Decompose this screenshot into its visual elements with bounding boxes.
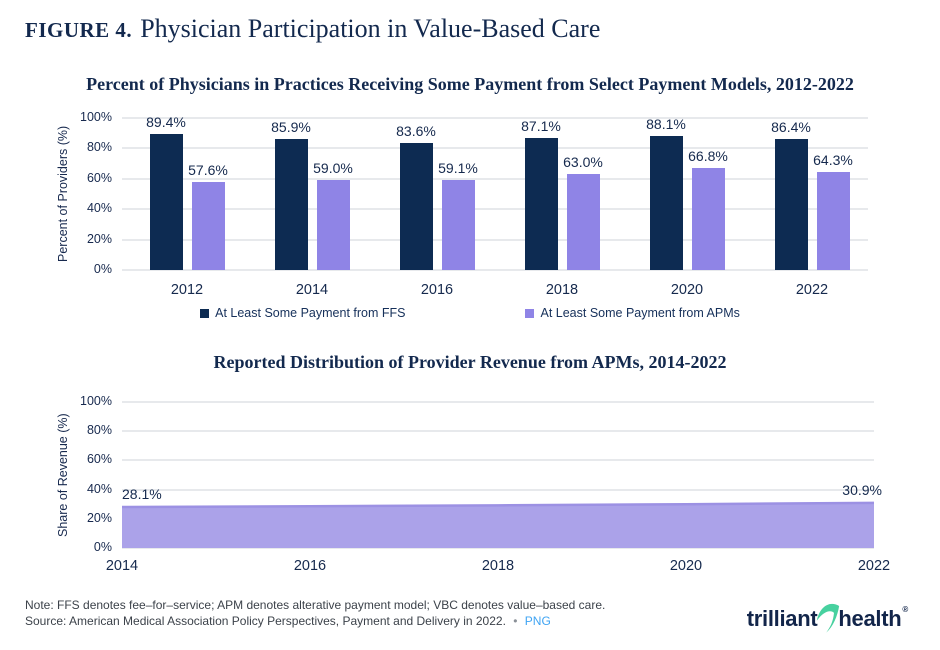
footnote: Note: FFS denotes fee–for–service; APM d… (25, 597, 605, 629)
gridline (122, 177, 868, 180)
x-tick-label: 2022 (857, 558, 891, 574)
top-chart-plot: 100% 80% 60% 40% 20% 0% 89.4% 57.6% 2012 85.9% 59.… (80, 110, 868, 298)
y-tick-label: 40% (86, 201, 112, 216)
registered-mark: ® (902, 605, 908, 614)
legend-item-ffs: At Least Some Payment from FFS (200, 306, 405, 320)
y-tick-label: 40% (86, 481, 112, 496)
gridline (122, 459, 874, 462)
logo-text-health: health (838, 606, 902, 631)
y-tick-label: 20% (86, 231, 112, 246)
gridline (122, 147, 868, 150)
bar-value-apms-2020: 66.8% (688, 148, 728, 165)
bar-apms-2020 (691, 168, 725, 270)
top-chart-title: Percent of Physicians in Practices Recei… (86, 74, 854, 94)
bar-apms-2012 (191, 182, 225, 270)
x-tick-label: 2012 (170, 282, 204, 298)
footnote-source-line: Source: American Medical Association Pol… (25, 613, 605, 629)
legend-label-apms: At Least Some Payment from APMs (540, 306, 740, 320)
gridline (122, 430, 874, 433)
logo-swoosh-icon (817, 603, 840, 633)
gridline (122, 269, 868, 271)
apm-revenue-area (122, 501, 874, 548)
bar-value-ffs-2020: 88.1% (646, 116, 686, 133)
x-tick-label: 2014 (295, 282, 329, 298)
y-tick-label: 20% (86, 510, 112, 525)
bar-ffs-2014 (274, 139, 308, 270)
png-link[interactable]: PNG (524, 614, 551, 629)
ffs-swatch (200, 308, 210, 318)
bar-apms-2022 (816, 172, 850, 270)
bar-apms-2016 (441, 180, 475, 270)
x-tick-label: 2016 (420, 282, 454, 298)
figure-title-text: Physician Participation in Value-Based C… (140, 14, 601, 43)
legend: At Least Some Payment from FFS At Least … (0, 306, 940, 320)
bar-value-apms-2012: 57.6% (188, 162, 228, 179)
gridline (122, 547, 874, 549)
separator-dot: • (513, 614, 518, 629)
figure-label: FIGURE 4. (25, 18, 133, 42)
bar-value-ffs-2014: 85.9% (271, 119, 311, 136)
area-last-value: 30.9% (842, 481, 882, 498)
bar-apms-2014 (316, 180, 350, 270)
bar-value-apms-2014: 59.0% (313, 160, 353, 177)
gridline (122, 488, 874, 491)
x-tick-label: 2018 (481, 558, 515, 574)
gridline (122, 238, 868, 241)
bar-ffs-2020 (649, 136, 683, 270)
y-tick-label: 0% (93, 262, 112, 276)
x-tick-label: 2016 (293, 558, 327, 574)
x-tick-label: 2020 (670, 282, 704, 298)
bar-value-apms-2018: 63.0% (563, 154, 603, 171)
legend-label-ffs: At Least Some Payment from FFS (215, 306, 406, 320)
x-tick-label: 2014 (105, 558, 139, 574)
area-first-value: 28.1% (122, 485, 162, 502)
logo-text-trilliant: trilliant (746, 606, 818, 631)
bar-ffs-2016 (399, 142, 433, 270)
bar-value-ffs-2018: 87.1% (521, 117, 561, 134)
y-tick-label: 80% (86, 423, 112, 438)
gridline (122, 117, 868, 119)
x-tick-label: 2018 (545, 282, 579, 298)
y-tick-label: 80% (86, 140, 112, 155)
bar-ffs-2012 (149, 134, 183, 270)
apms-swatch (525, 308, 535, 318)
trilliant-health-logo: trilliant health ® (747, 601, 908, 637)
figure-title: FIGURE 4. Physician Participation in Valu… (25, 14, 600, 44)
bar-value-apms-2022: 64.3% (813, 152, 853, 169)
y-tick-label: 60% (86, 170, 112, 185)
gridline (122, 208, 868, 211)
y-tick-label: 0% (93, 540, 112, 554)
bar-apms-2018 (566, 174, 600, 270)
bar-value-ffs-2012: 89.4% (146, 114, 186, 131)
x-tick-label: 2022 (795, 282, 829, 298)
bar-value-apms-2016: 59.1% (438, 160, 478, 177)
footnote-source: Source: American Medical Association Pol… (25, 614, 506, 629)
y-tick-label: 60% (86, 452, 112, 467)
legend-item-apms: At Least Some Payment from APMs (525, 306, 740, 320)
bottom-chart-title: Reported Distribution of Provider Revenu… (213, 352, 727, 372)
bar-ffs-2022 (774, 138, 808, 270)
y-tick-label: 100% (80, 394, 112, 408)
footnote-note: Note: FFS denotes fee–for–service; APM d… (25, 598, 606, 612)
gridline (122, 401, 874, 403)
bar-value-ffs-2022: 86.4% (771, 118, 811, 135)
x-tick-label: 2020 (669, 558, 703, 574)
bottom-chart-plot: 100% 80% 60% 40% 20% 0% 2014 2016 2018 2020 2022 28… (80, 394, 890, 574)
bar-ffs-2018 (524, 137, 558, 270)
y-tick-label: 100% (80, 110, 112, 124)
bar-value-ffs-2016: 83.6% (396, 122, 436, 139)
